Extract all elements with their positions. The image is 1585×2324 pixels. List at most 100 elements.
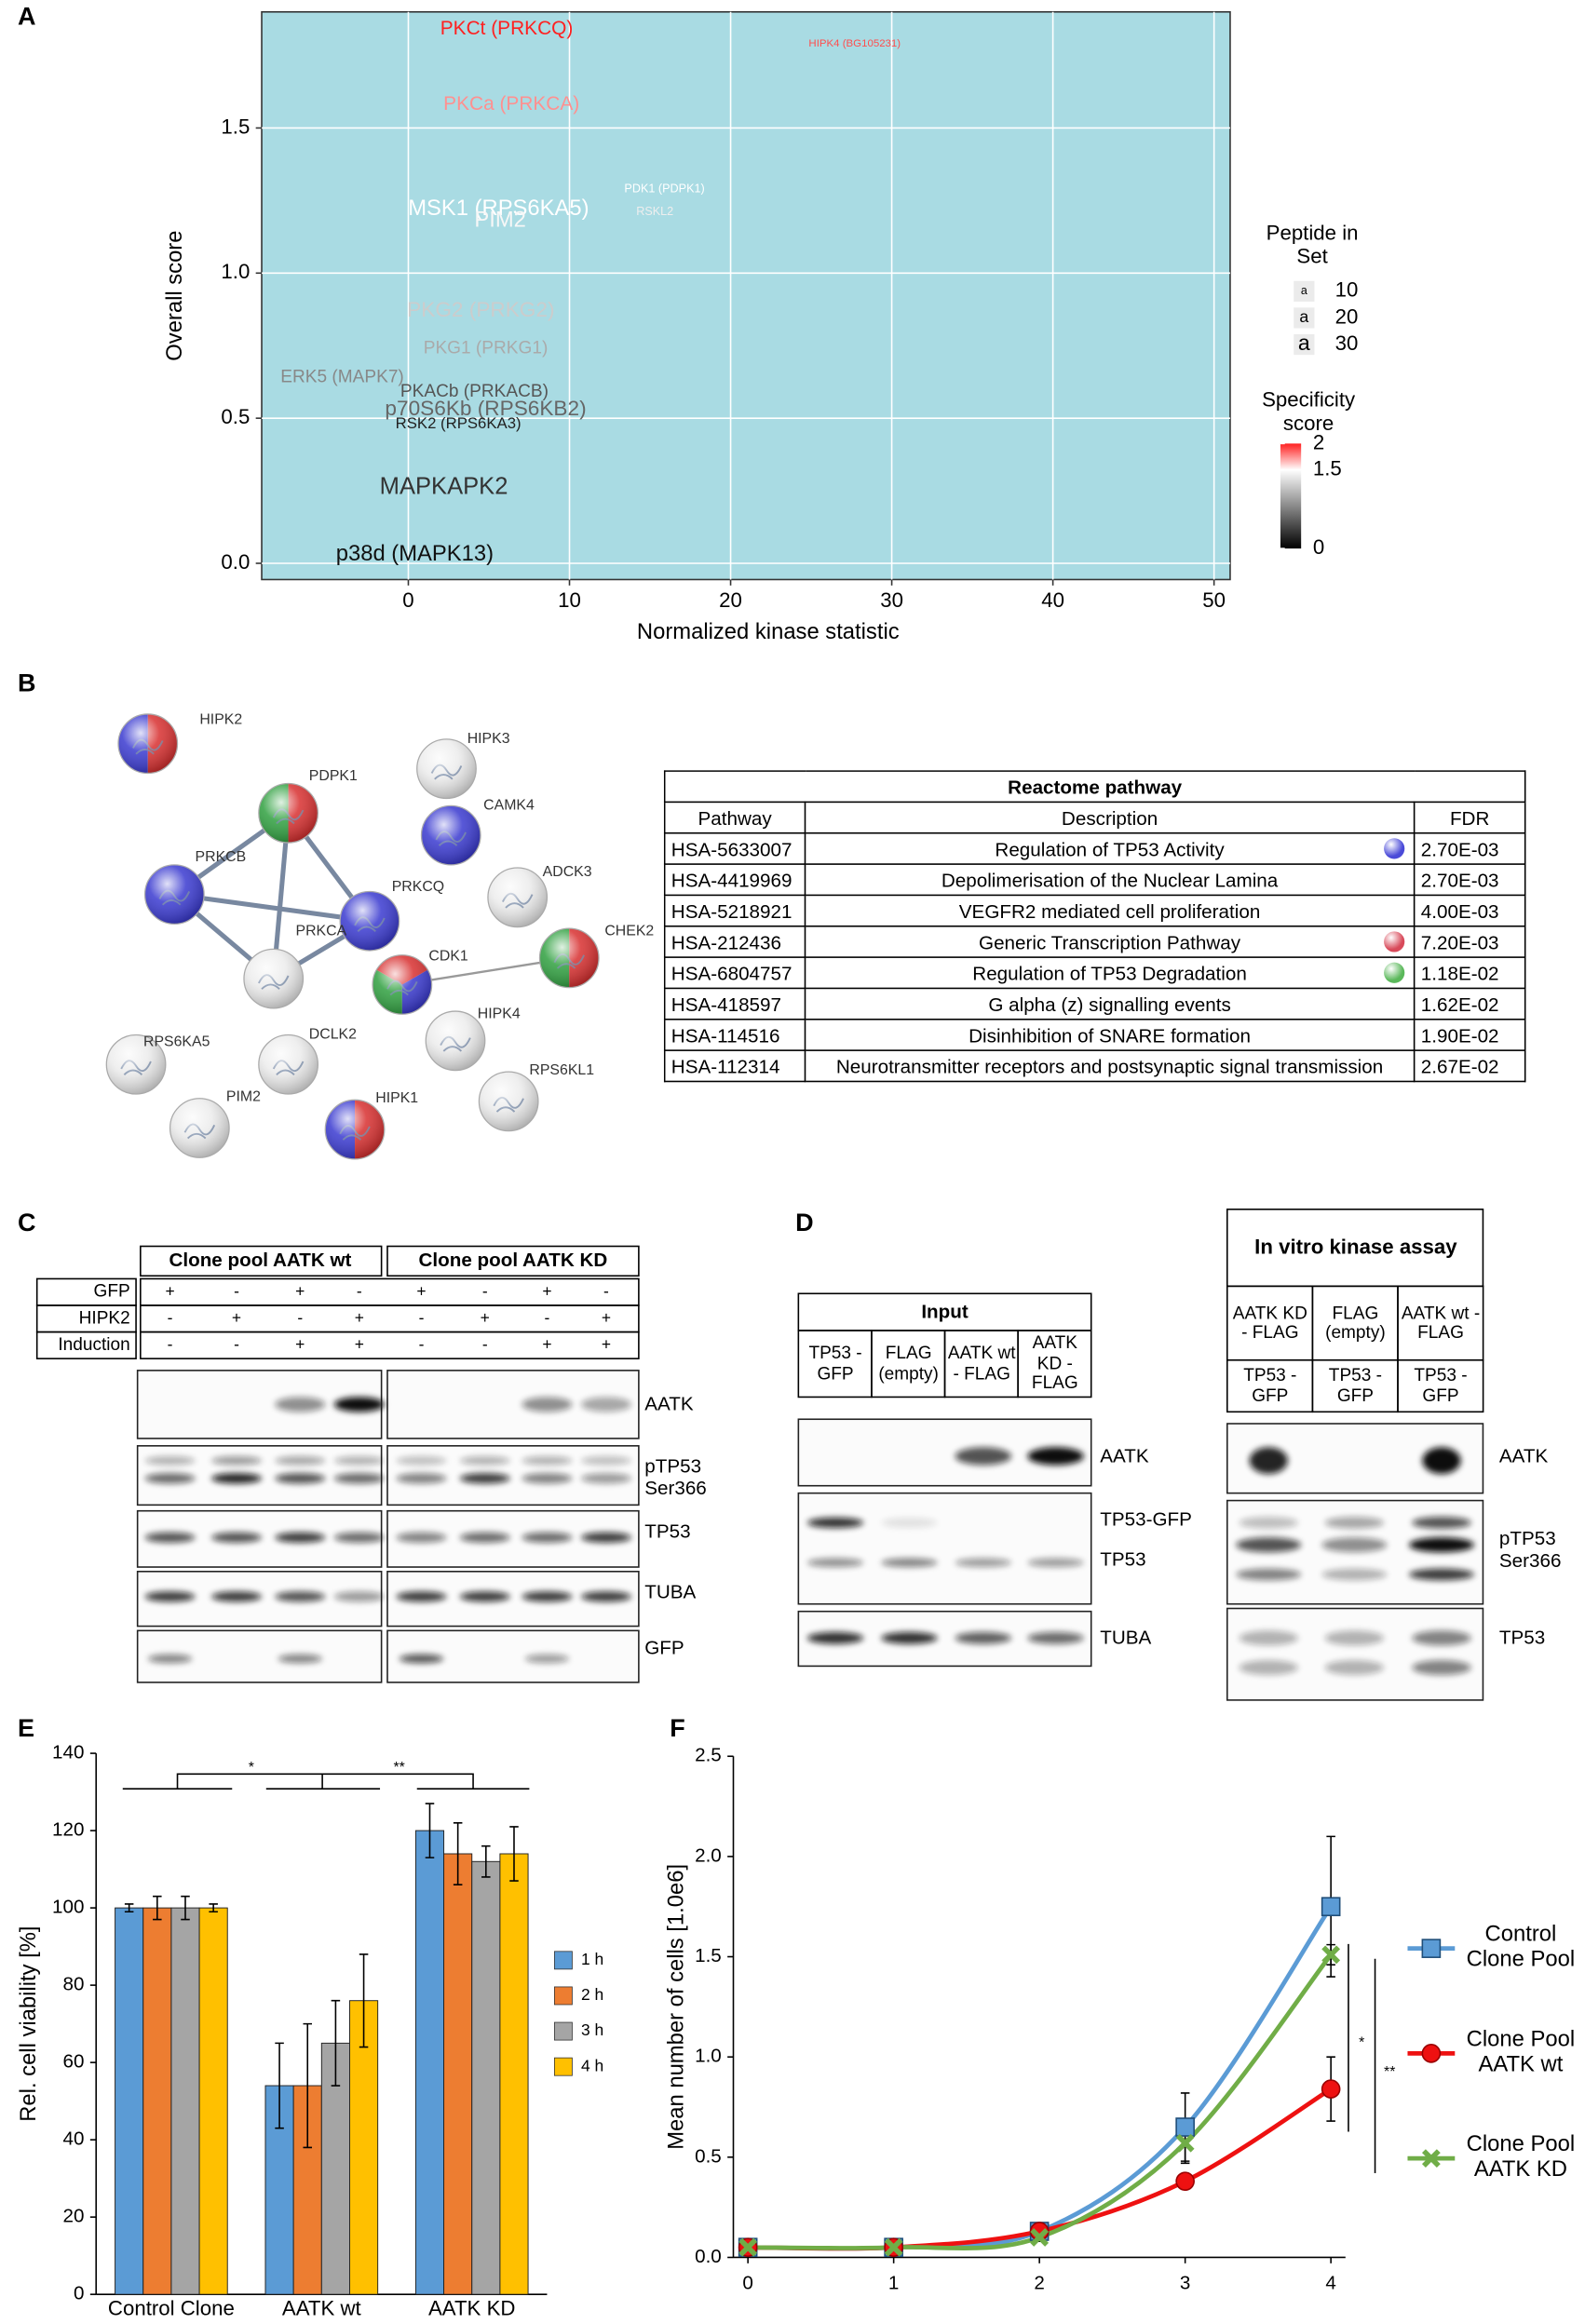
table-row: HSA-114516 Disinhibition of SNARE formati… — [663, 1018, 1526, 1051]
group-header: Clone pool AATK KD — [419, 1250, 608, 1271]
legend-swatch — [553, 2057, 573, 2076]
condition-value: - — [419, 1308, 425, 1327]
kinase-label: PKCt (PRKCQ) — [440, 18, 574, 39]
y-tick-label: 0.0 — [695, 2246, 722, 2267]
size-legend-key — [1294, 280, 1315, 302]
band — [333, 1473, 385, 1484]
x-tick-label-box: AATK wt — [281, 2297, 361, 2320]
table-cell: 1.62E-02 — [1413, 987, 1526, 1020]
table-cell-border — [35, 1331, 137, 1359]
panel-label: B — [18, 669, 36, 696]
legend-label: Clone Pool AATK KD — [1466, 2131, 1576, 2182]
band — [333, 1532, 385, 1543]
table-cell: 7.20E-03 — [1413, 925, 1526, 958]
table-cell: HSA-5633007 — [663, 831, 806, 865]
condition-value: + — [602, 1308, 611, 1327]
band — [399, 1654, 444, 1664]
node-gloss — [339, 890, 400, 952]
y-tick-label: 80 — [63, 1974, 85, 1995]
band-label: TP53 — [644, 1519, 691, 1542]
legend-label-box: Clone Pool AATK KD — [1466, 2131, 1576, 2182]
size-legend-label: 30 — [1335, 331, 1359, 355]
node-label: DCLK2 — [309, 1027, 357, 1043]
bar — [499, 1853, 529, 2295]
x-tick-label: 1 — [888, 2273, 899, 2294]
error-bar — [481, 1844, 491, 1878]
kinase-label: RSKL2 — [636, 205, 673, 218]
table-cell: 1.90E-02 — [1413, 1018, 1526, 1051]
color-bar-label: 1.5 — [1313, 456, 1342, 480]
node-label: HIPK2 — [199, 711, 242, 727]
y-tick-label: 40 — [63, 2128, 85, 2150]
lane-header-box: FLAG (empty) — [878, 1342, 939, 1384]
band — [806, 1631, 864, 1644]
legend-label: 2 h — [581, 1985, 603, 2004]
band-label: TUBA — [1100, 1626, 1152, 1648]
panel-label: F — [670, 1714, 684, 1742]
band-label-box: pTP53 Ser366 — [1499, 1528, 1562, 1571]
size-legend-title: Peptide in Set — [1266, 221, 1359, 268]
legend-label-box: Clone Pool AATK wt — [1467, 2027, 1576, 2076]
size-legend-symbol: a — [1301, 284, 1307, 297]
table-cell: 2.67E-02 — [1413, 1049, 1526, 1083]
node-gloss — [416, 738, 477, 800]
node-label: PRKCA — [296, 924, 347, 939]
band — [144, 1455, 196, 1466]
marker — [1030, 2228, 1050, 2247]
condition-value: - — [234, 1281, 239, 1300]
table-title: Reactome pathway — [663, 770, 1526, 804]
size-legend-title-box: Peptide in Set — [1266, 221, 1359, 268]
table-cell: Regulation of TP53 Degradation — [972, 961, 1247, 984]
node-gloss — [324, 1099, 386, 1160]
band — [211, 1473, 263, 1484]
node-label: CAMK4 — [483, 798, 535, 814]
kinase-label: PDK1 (PDPK1) — [624, 182, 704, 195]
table-cell-border — [386, 1245, 640, 1277]
table-row: Reactome pathway — [663, 770, 1526, 804]
lane-substrate-box: TP53 - GFP — [1243, 1365, 1296, 1405]
lane-header: TP53 - GFP — [808, 1342, 862, 1384]
band — [1236, 1568, 1302, 1581]
node-gloss — [478, 1071, 539, 1132]
significance-line — [1348, 1943, 1376, 2173]
lane-header-box: AATK wt - FLAG — [948, 1343, 1016, 1383]
x-tick-label: 50 — [1202, 588, 1226, 612]
y-tick-label: 1.0 — [221, 260, 250, 283]
band-label-box: AATK — [644, 1392, 694, 1415]
table-row: HSA-4419969 Depolimerisation of the Nucle… — [663, 863, 1526, 897]
y-tick-label: 0.0 — [221, 550, 250, 574]
condition-value: + — [416, 1281, 426, 1300]
x-tick-label: 0 — [402, 588, 413, 612]
color-bar — [1280, 443, 1302, 549]
table-cell-wrap: Regulation of TP53 Activity — [804, 831, 1416, 865]
condition-value: - — [545, 1308, 550, 1327]
table-cell: HSA-4419969 — [663, 863, 806, 897]
node-label: CDK1 — [428, 948, 467, 964]
blot-title: Input — [921, 1301, 969, 1322]
table-cell: 2.70E-03 — [1413, 831, 1526, 865]
band — [396, 1455, 447, 1466]
condition-value: + — [232, 1308, 241, 1327]
significance-label: * — [249, 1760, 254, 1776]
panel-label: E — [18, 1714, 34, 1742]
band — [333, 1591, 385, 1602]
band — [1324, 1660, 1385, 1675]
error-bar — [209, 1903, 218, 1913]
band-label: AATK — [644, 1392, 694, 1415]
table-cell: Generic Transcription Pathway — [979, 930, 1241, 953]
band-label: TP53 — [1100, 1547, 1146, 1570]
x-tick-label: AATK wt — [281, 2297, 361, 2320]
kinase-label: ERK5 (MAPK7) — [280, 368, 404, 387]
marker — [1421, 2044, 1442, 2063]
bar — [443, 1853, 473, 2295]
marker — [738, 2237, 758, 2257]
lane-header: AATK KD - FLAG — [1232, 1302, 1307, 1343]
band — [275, 1397, 326, 1412]
y-axis-title: Overall score — [162, 231, 187, 361]
lane-header: FLAG (empty) — [878, 1342, 939, 1384]
error-bar — [181, 1895, 190, 1921]
table-row: HSA-112314 Neurotransmitter receptors and… — [663, 1049, 1526, 1083]
table-cell-wrap: Disinhibition of SNARE formation — [804, 1018, 1416, 1051]
x-tick-label: 40 — [1041, 588, 1064, 612]
band — [144, 1473, 196, 1484]
